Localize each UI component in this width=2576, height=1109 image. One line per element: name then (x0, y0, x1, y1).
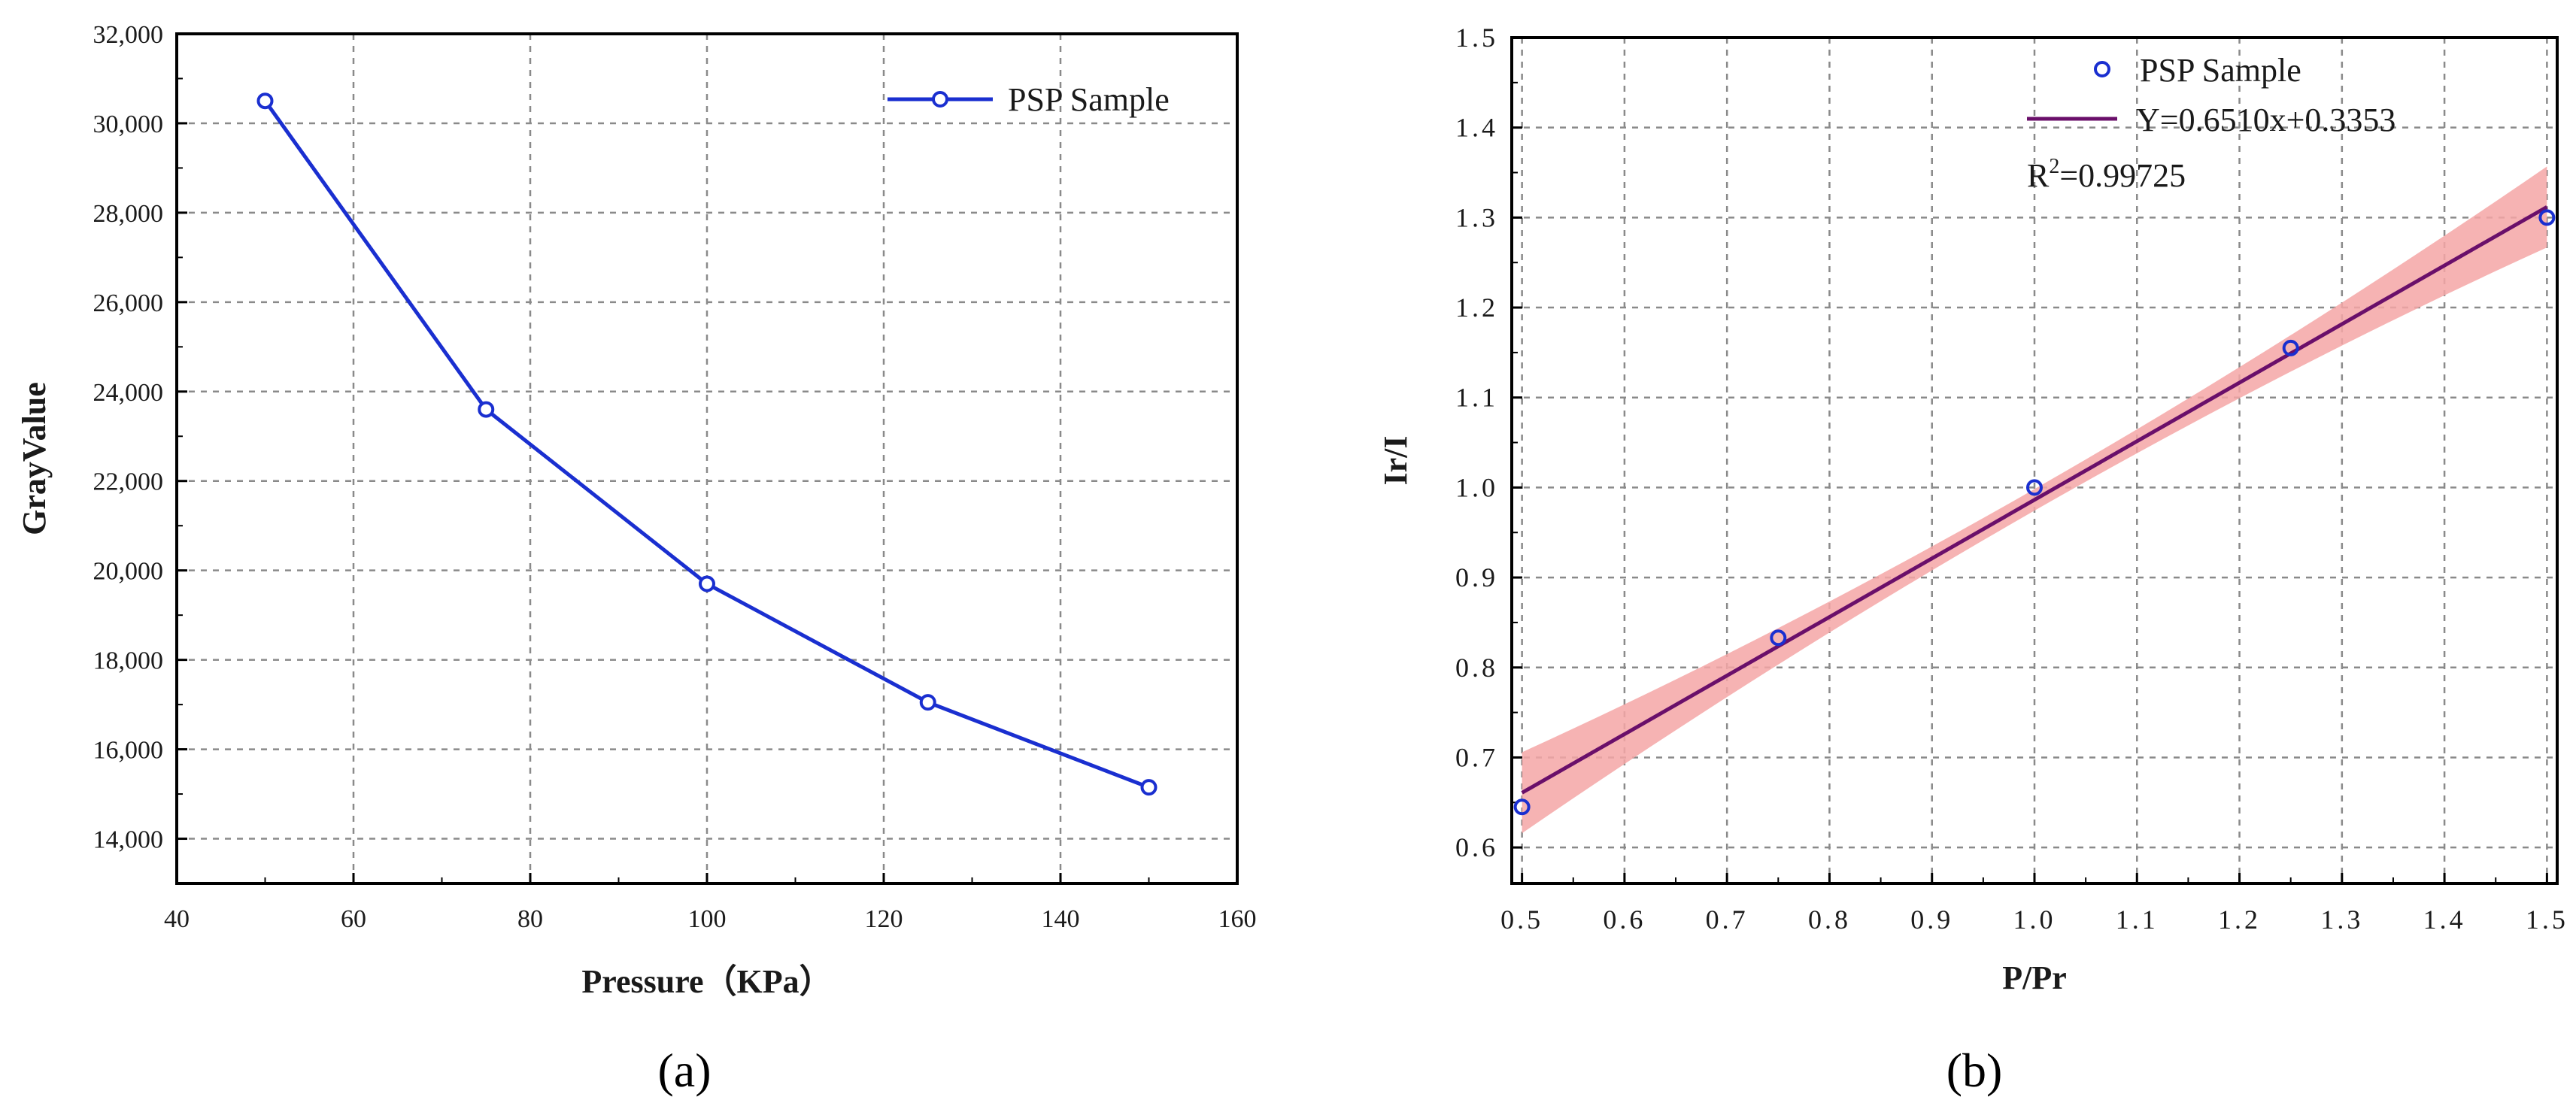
chart-b-data-point (1513, 798, 1531, 816)
chart-a-panel-label: (a) (657, 1044, 711, 1097)
b-x-tick-label: 1.3 (2320, 904, 2363, 935)
chart-a-x-axis-label: Pressure（KPa） (581, 963, 832, 1000)
a-y-tick-label: 22,000 (93, 468, 164, 496)
b-x-tick-label: 1.1 (2116, 904, 2159, 935)
chart-b-legend: PSP Sample Y=0.6510x+0.3353 R2=0.99725 (2027, 52, 2395, 194)
b-x-tick-label: 1.4 (2423, 904, 2466, 935)
chart-a-grid (177, 34, 1237, 883)
chart-a-y-axis-label: GrayValue (16, 382, 53, 535)
a-x-tick-label: 160 (1218, 905, 1257, 933)
chart-b-ticks: 0.5 0.6 0.7 0.8 0.9 1.0 1.1 1.2 1.3 1.4 1.5 0.6 0.7 0… (1455, 23, 2568, 935)
a-x-tick-label: 80 (517, 905, 543, 933)
a-x-tick-label: 40 (164, 905, 190, 933)
a-y-tick-label: 18,000 (93, 647, 164, 675)
chart-b-y-axis-label: Ir/I (1377, 436, 1414, 486)
a-x-tick-label: 140 (1042, 905, 1080, 933)
chart-b-data-point (2026, 479, 2043, 496)
a-y-tick-label: 14,000 (93, 826, 164, 854)
a-y-tick-label: 24,000 (93, 379, 164, 407)
b-y-tick-label: 1.2 (1455, 292, 1498, 323)
chart-a-data-point (478, 401, 495, 418)
chart-a-legend-label: PSP Sample (1008, 81, 1170, 118)
chart-b-r2-superscript: 2 (2049, 155, 2059, 178)
a-y-tick-label: 20,000 (93, 558, 164, 586)
chart-b-series (1513, 209, 2556, 816)
a-y-tick-label: 32,000 (93, 21, 164, 49)
a-y-tick-label: 16,000 (93, 737, 164, 765)
chart-a-series (256, 92, 1158, 796)
b-x-tick-label: 0.6 (1603, 904, 1646, 935)
chart-b: 0.5 0.6 0.7 0.8 0.9 1.0 1.1 1.2 1.3 1.4 1.5 0.6 0.7 0… (1377, 23, 2568, 1097)
chart-a-data-point (919, 694, 936, 711)
chart-a: 40 60 80 100 120 140 160 14,000 16,000 18,000 20,0… (16, 21, 1257, 1097)
b-y-tick-label: 1.1 (1455, 383, 1498, 413)
a-x-tick-label: 100 (688, 905, 727, 933)
chart-b-r2-value: =0.99725 (2059, 157, 2186, 194)
chart-a-legend: PSP Sample (887, 81, 1170, 118)
b-y-tick-label: 1.3 (1455, 202, 1498, 232)
chart-b-grid (1512, 38, 2557, 883)
b-x-tick-label: 1.5 (2526, 904, 2568, 935)
chart-b-data-point (2538, 209, 2556, 226)
b-x-tick-label: 1.2 (2218, 904, 2261, 935)
chart-a-data-point (699, 575, 715, 592)
a-y-tick-label: 30,000 (93, 111, 164, 138)
chart-b-legend-series-label: PSP Sample (2140, 52, 2301, 89)
b-y-tick-label: 1.0 (1455, 472, 1498, 502)
chart-b-fit-line (1521, 205, 2548, 795)
b-x-tick-label: 0.9 (1910, 904, 1953, 935)
chart-b-x-axis-label: P/Pr (2002, 959, 2067, 996)
a-y-tick-label: 28,000 (93, 200, 164, 228)
chart-b-panel-label: (b) (1946, 1044, 2003, 1097)
chart-a-legend-marker-icon (932, 91, 948, 108)
chart-b-r2-prefix: R (2027, 157, 2050, 194)
b-y-tick-label: 0.7 (1455, 742, 1498, 772)
b-x-tick-label: 1.0 (2013, 904, 2056, 935)
b-y-tick-label: 1.4 (1455, 113, 1498, 143)
chart-b-legend-fit-label: Y=0.6510x+0.3353 (2136, 102, 2395, 138)
chart-b-data-point (1770, 629, 1787, 647)
chart-a-data-point (256, 92, 274, 110)
chart-a-ticks: 40 60 80 100 120 140 160 14,000 16,000 18,000 20,0… (93, 21, 1257, 933)
chart-a-data-point (1140, 779, 1158, 796)
b-y-tick-label: 0.6 (1455, 832, 1498, 862)
b-y-tick-label: 0.8 (1455, 653, 1498, 683)
b-y-tick-label: 1.5 (1455, 23, 1498, 53)
b-x-tick-label: 0.7 (1706, 904, 1749, 935)
chart-b-legend-marker-icon (2094, 61, 2110, 77)
b-y-tick-label: 0.9 (1455, 562, 1498, 592)
b-x-tick-label: 0.5 (1500, 904, 1543, 935)
chart-b-r-squared-label: R2=0.99725 (2027, 155, 2186, 194)
chart-b-data-point (2282, 339, 2299, 356)
a-y-tick-label: 26,000 (93, 289, 164, 317)
b-x-tick-label: 0.8 (1808, 904, 1851, 935)
a-x-tick-label: 120 (865, 905, 903, 933)
a-x-tick-label: 60 (341, 905, 366, 933)
